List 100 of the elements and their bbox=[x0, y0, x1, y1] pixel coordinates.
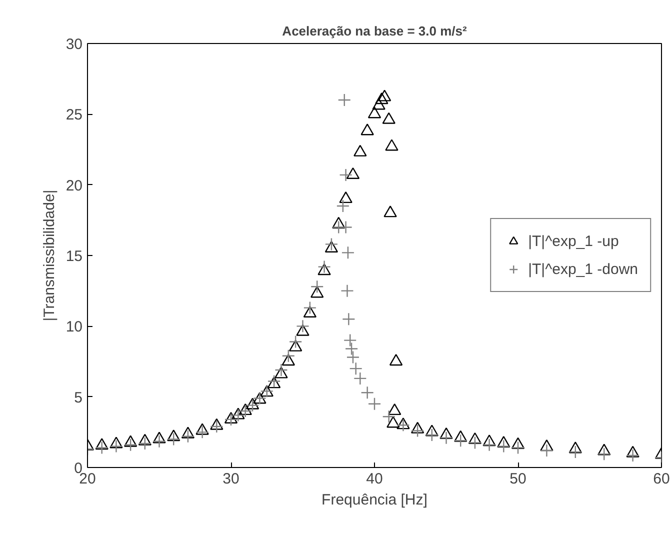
point bbox=[468, 432, 482, 444]
point bbox=[425, 424, 438, 436]
point bbox=[224, 412, 238, 424]
point bbox=[382, 112, 396, 124]
point bbox=[124, 435, 138, 447]
point bbox=[152, 432, 166, 444]
point bbox=[354, 372, 367, 386]
point bbox=[468, 436, 482, 450]
point bbox=[181, 430, 195, 444]
point bbox=[274, 366, 288, 378]
point bbox=[497, 440, 510, 453]
point bbox=[318, 264, 331, 276]
point bbox=[167, 430, 180, 442]
x-tick-label: 50 bbox=[510, 470, 526, 488]
point bbox=[349, 362, 362, 376]
y-axis-title: |Transmissibilidade| bbox=[40, 190, 58, 322]
point bbox=[378, 90, 392, 102]
point bbox=[303, 306, 317, 318]
x-tick-label: 40 bbox=[366, 470, 383, 488]
point bbox=[318, 260, 331, 274]
point bbox=[336, 199, 350, 213]
point bbox=[338, 93, 351, 107]
point bbox=[382, 410, 396, 424]
point bbox=[340, 284, 354, 298]
point bbox=[288, 340, 302, 352]
point bbox=[324, 238, 338, 251]
y-tick-label: 15 bbox=[66, 248, 83, 265]
point bbox=[274, 363, 288, 377]
point bbox=[238, 403, 252, 416]
point bbox=[196, 426, 209, 439]
point bbox=[296, 320, 310, 333]
point bbox=[360, 124, 374, 136]
point bbox=[482, 438, 496, 452]
point bbox=[332, 216, 346, 228]
point bbox=[568, 445, 582, 459]
point bbox=[210, 418, 224, 430]
point bbox=[210, 420, 224, 434]
point bbox=[303, 301, 317, 314]
point bbox=[440, 427, 453, 440]
y-tick-label: 20 bbox=[66, 177, 83, 194]
point bbox=[167, 432, 180, 446]
point bbox=[310, 286, 324, 298]
point bbox=[385, 139, 398, 151]
point bbox=[511, 441, 525, 454]
point bbox=[454, 434, 468, 448]
point bbox=[598, 444, 611, 456]
point bbox=[196, 423, 209, 435]
point bbox=[288, 335, 302, 348]
point bbox=[368, 397, 382, 410]
point bbox=[344, 342, 358, 356]
point bbox=[346, 167, 360, 180]
y-tick-label: 10 bbox=[66, 318, 83, 336]
point bbox=[341, 246, 355, 260]
point bbox=[626, 448, 640, 462]
point bbox=[540, 444, 554, 458]
point bbox=[368, 106, 382, 118]
point bbox=[598, 447, 611, 461]
legend-label: |T|^exp_1 -up bbox=[528, 232, 619, 250]
point bbox=[568, 442, 582, 454]
point bbox=[246, 398, 260, 410]
point bbox=[389, 354, 403, 366]
y-tick-label: 5 bbox=[74, 389, 82, 406]
point bbox=[440, 431, 453, 444]
x-axis-title: Frequência [Hz] bbox=[322, 492, 428, 508]
point bbox=[396, 418, 410, 430]
point bbox=[342, 312, 356, 326]
point bbox=[138, 434, 152, 446]
point bbox=[425, 428, 438, 442]
point bbox=[339, 168, 352, 182]
point bbox=[181, 426, 195, 438]
point bbox=[124, 438, 138, 452]
y-tick-label: 30 bbox=[66, 36, 83, 53]
point bbox=[339, 191, 352, 204]
point bbox=[346, 350, 360, 364]
point bbox=[152, 434, 166, 448]
point bbox=[110, 440, 123, 453]
point bbox=[482, 434, 496, 446]
point bbox=[396, 418, 410, 432]
x-tick-label: 60 bbox=[653, 470, 670, 488]
y-tick-label: 25 bbox=[66, 106, 83, 124]
point bbox=[386, 416, 400, 428]
point bbox=[375, 92, 388, 104]
point bbox=[332, 220, 346, 234]
point bbox=[384, 206, 397, 218]
point bbox=[138, 436, 152, 450]
point bbox=[282, 349, 295, 362]
point bbox=[360, 386, 374, 400]
point bbox=[310, 280, 324, 294]
point bbox=[324, 240, 338, 252]
point bbox=[372, 98, 386, 110]
legend-label: |T|^exp_1 -down bbox=[528, 260, 638, 278]
chart-title: Aceleração na base = 3.0 m/s² bbox=[282, 24, 468, 38]
point bbox=[410, 424, 424, 438]
point bbox=[282, 354, 295, 366]
point bbox=[344, 334, 357, 347]
point bbox=[626, 446, 640, 458]
point bbox=[95, 438, 108, 450]
point bbox=[388, 403, 402, 416]
point bbox=[454, 430, 468, 442]
point bbox=[232, 408, 245, 420]
